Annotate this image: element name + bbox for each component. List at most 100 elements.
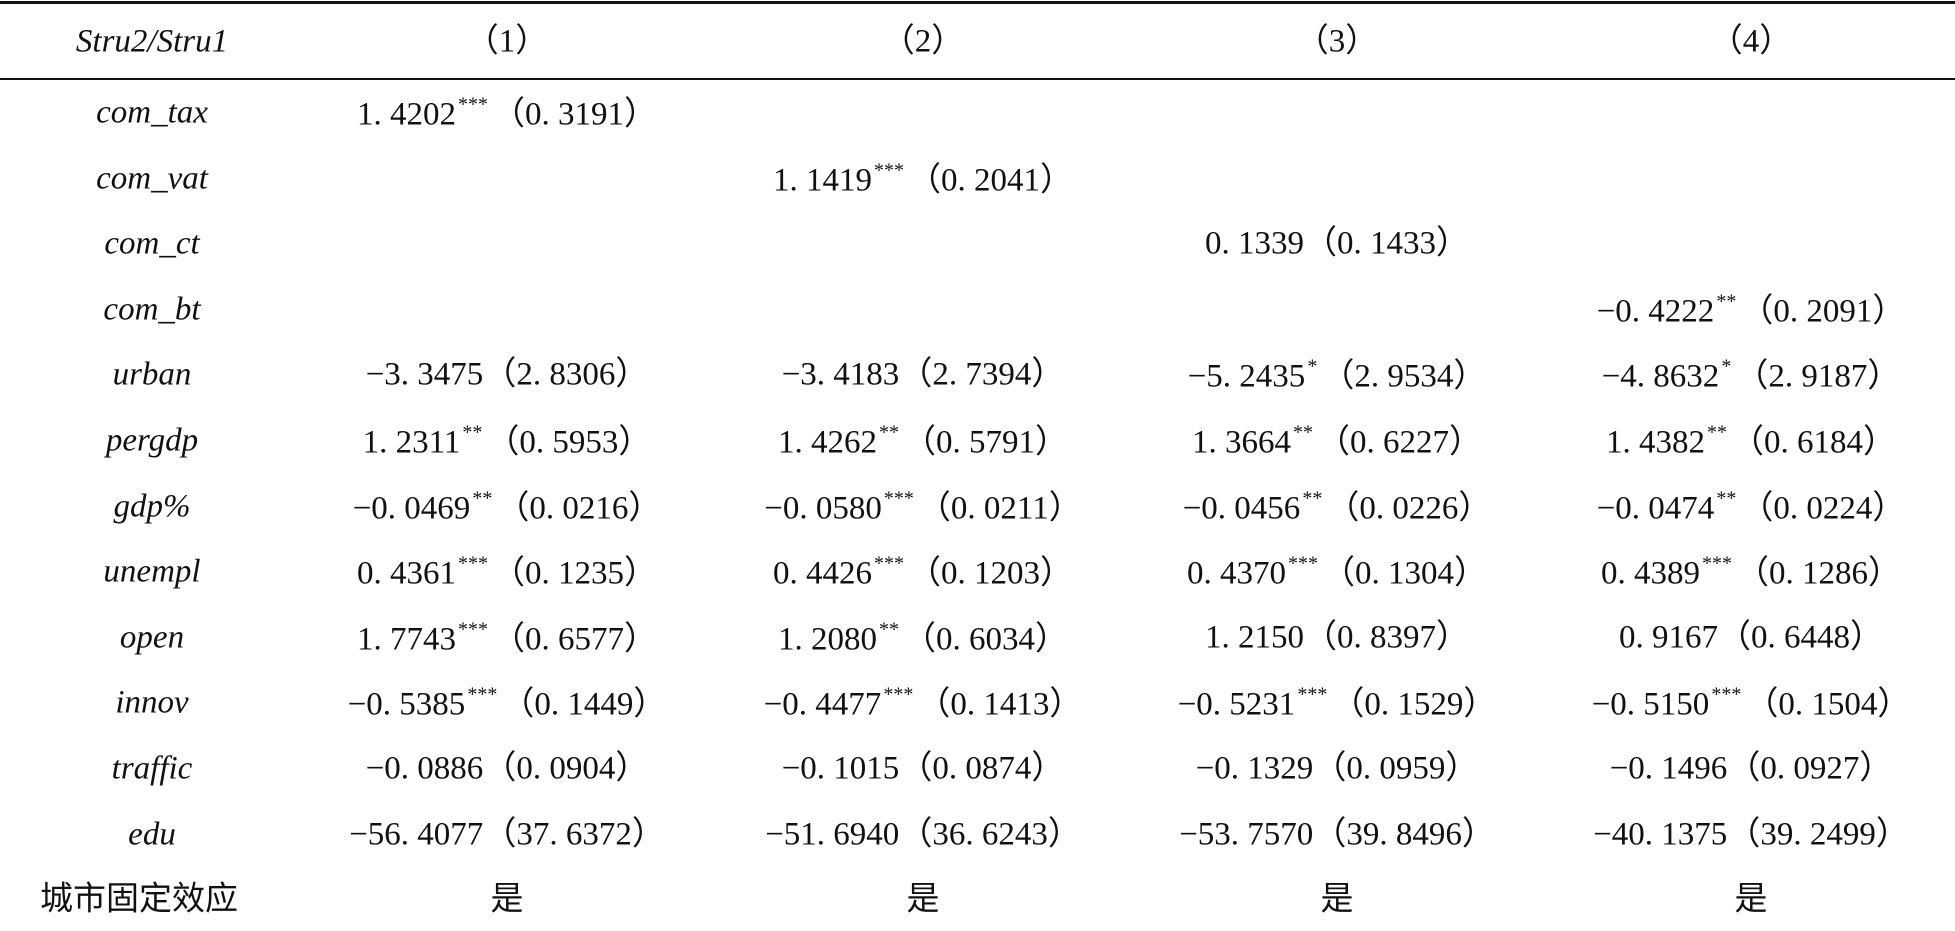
coefficient: −0. 4222 [1596,293,1715,330]
standard-error: （0. 0224） [1740,490,1906,527]
coefficient: 0. 4426 [773,555,872,592]
significance-stars: ** [879,618,899,641]
standard-error: （0. 1413） [917,686,1083,723]
standard-error: （0. 1235） [492,555,657,592]
coefficient: −0. 5150 [1591,686,1710,723]
standard-error: （0. 5953） [486,424,652,461]
standard-error: （0. 1304） [1322,555,1487,592]
significance-stars: *** [883,683,914,706]
table-cell: 1. 4262 ** （0. 5791） [778,423,1068,460]
table-cell: −53. 7570（39. 8496） [1179,818,1495,851]
row-label: innov [115,684,189,721]
significance-stars: *** [1711,683,1742,706]
table-cell: 1. 4382 ** （0. 6184） [1606,423,1896,460]
significance-stars: * [1721,355,1732,378]
coefficient: −0. 5231 [1177,686,1296,723]
table-cell: 是 [1734,881,1768,918]
standard-error: （0. 0927） [1727,750,1893,787]
table-cell: 1. 4202 *** （0. 3191） [357,95,657,132]
standard-error: （36. 6243） [899,816,1081,853]
coefficient: −40. 1375 [1593,816,1728,853]
coefficient: 1. 4202 [357,96,456,133]
table-cell: −51. 6940（36. 6243） [765,818,1081,851]
coefficient: −0. 1015 [781,750,900,787]
table-cell: 1. 7743 *** （0. 6577） [357,619,657,656]
table-cell: −0. 0456 ** （0. 0226） [1183,488,1492,525]
significance-stars: *** [458,618,488,641]
table-cell: −0. 0474 ** （0. 0224） [1597,488,1906,525]
table-cell: 1. 3664 ** （0. 6227） [1192,423,1482,460]
standard-error: （0. 0904） [483,750,649,787]
standard-error: （2. 9534） [1321,358,1487,395]
standard-error: （0. 2091） [1740,293,1906,330]
coefficient: 0. 4370 [1187,555,1286,592]
coefficient: 1. 4382 [1606,424,1705,461]
table-cell: −4. 8632 * （2. 9187） [1602,357,1901,394]
table-cell: 0. 9167（0. 6448） [1619,621,1883,654]
coefficient: 1. 1419 [773,162,872,199]
row-label: traffic [111,750,193,787]
column-header: （4） [1709,23,1793,60]
coefficient: −0. 0474 [1596,490,1715,527]
standard-error: （0. 1203） [908,555,1073,592]
coefficient: 0. 4361 [357,555,456,592]
significance-stars: *** [874,159,904,182]
coefficient: 是 [1734,881,1768,918]
standard-error: （2. 7394） [899,356,1065,393]
table-cell: 是 [1321,883,1354,917]
coefficient: 0. 1339 [1205,225,1304,262]
standard-error: （0. 0211） [917,490,1082,527]
coefficient: −0. 0469 [352,490,471,527]
significance-stars: *** [467,683,498,706]
significance-stars: ** [472,487,493,510]
table-cell: −0. 0886（0. 0904） [366,750,649,787]
column-header: （3） [1295,23,1379,60]
table-cell: −3. 4183（2. 7394） [781,356,1065,393]
coefficient: 1. 7743 [357,621,456,658]
table-cell: 1. 2311 ** （0. 5953） [363,423,652,460]
table-cell: 0. 4370 *** （0. 1304） [1187,554,1487,591]
significance-stars: *** [1702,552,1732,575]
standard-error: （39. 8496） [1313,816,1495,853]
standard-error: （0. 1286） [1736,555,1901,592]
significance-stars: ** [1302,487,1323,510]
standard-error: （2. 8306） [483,356,649,393]
row-label: urban [112,356,192,393]
standard-error: （0. 1504） [1745,686,1911,723]
standard-error: （2. 9187） [1735,358,1901,395]
coefficient: −53. 7570 [1179,816,1314,853]
standard-error: （0. 1433） [1304,225,1469,262]
row-label: com_vat [96,160,208,197]
table-cell: 0. 1339（0. 1433） [1205,225,1469,262]
coefficient: 1. 2150 [1205,619,1304,656]
significance-stars: ** [1716,290,1737,313]
table-cell: 1. 2150（0. 8397） [1205,621,1469,654]
table-cell: −0. 5385 *** （0. 1449） [348,685,667,722]
row-label: com_ct [104,225,200,262]
standard-error: （0. 1529） [1331,686,1497,723]
table-cell: 1. 1419 *** （0. 2041） [773,160,1073,197]
standard-error: （0. 0216） [496,490,662,527]
standard-error: （0. 2041） [908,162,1073,199]
table-cell: −0. 5150 *** （0. 1504） [1592,685,1911,722]
coefficient: −4. 8632 [1601,358,1720,395]
coefficient: −3. 4183 [781,356,900,393]
coefficient: −0. 0456 [1182,490,1301,527]
row-label: gdp% [113,488,191,525]
table-cell: 0. 4361 *** （0. 1235） [357,554,657,591]
table-cell: −40. 1375（39. 2499） [1593,818,1909,851]
standard-error: （0. 1449） [501,686,667,723]
significance-stars: ** [1716,487,1737,510]
row-label: com_bt [103,291,201,328]
table-cell: −56. 4077（37. 6372） [349,818,665,851]
significance-stars: *** [883,487,914,510]
significance-stars: *** [1297,683,1328,706]
standard-error: （0. 6034） [903,621,1068,658]
table-cell: −0. 4477 *** （0. 1413） [764,685,1083,722]
row-label: 城市固定效应 [40,881,238,918]
significance-stars: ** [1293,421,1313,444]
row-label: com_tax [96,94,208,131]
coefficient: 是 [906,881,940,918]
header-rule [0,78,1955,80]
